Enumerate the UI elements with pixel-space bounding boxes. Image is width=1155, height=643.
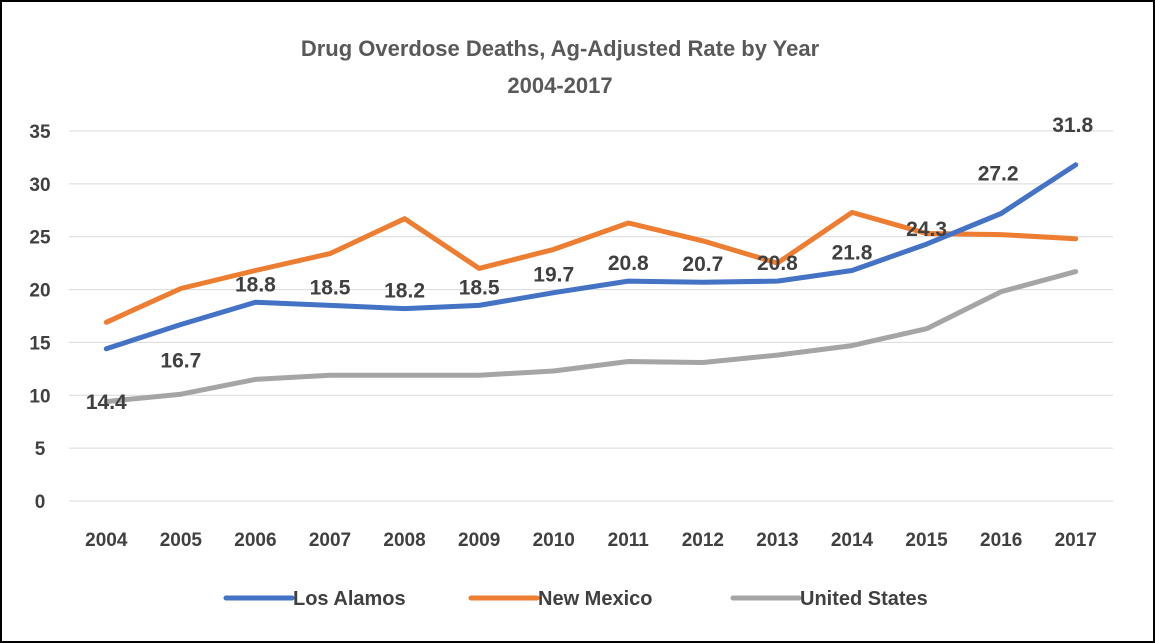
data-label: 18.8 [235,273,276,296]
x-tick-label: 2005 [160,530,203,551]
data-label: 24.3 [906,218,947,241]
x-tick-label: 2010 [533,530,575,551]
legend-label: Los Alamos [293,588,406,610]
y-tick-label: 30 [29,175,50,196]
series-lines [103,162,1079,405]
x-axis-ticks: 2004 2005 2006 2007 2008 2009 2010 2011 2012 2013… [85,530,1097,551]
series-line-los-alamos [103,162,1079,352]
y-tick-label: 35 [29,122,51,143]
y-tick-label: 0 [35,492,46,513]
data-label: 19.7 [533,264,574,287]
y-tick-label: 20 [29,281,50,302]
data-label: 27.2 [978,162,1019,185]
legend: Los Alamos New Mexico United States [223,588,928,610]
x-tick-label: 2011 [608,530,650,551]
x-tick-label: 2017 [1055,530,1097,551]
data-label: 21.8 [832,242,873,265]
y-tick-label: 5 [35,439,46,460]
legend-label: New Mexico [538,588,652,610]
y-tick-label: 10 [29,386,50,407]
data-labels: 14.4 16.7 18.8 18.5 18.2 18.5 19.7 20.8 20.7 20.8… [86,114,1094,414]
chart-subtitle: 2004-2017 [507,73,612,98]
x-tick-label: 2007 [309,530,351,551]
y-axis-ticks: 0 5 10 15 20 25 30 35 [29,122,51,513]
data-label: 18.5 [310,276,351,299]
series-line-new-mexico [103,209,1079,325]
y-tick-label: 15 [29,333,51,354]
x-tick-label: 2013 [756,530,798,551]
x-tick-label: 2006 [234,530,276,551]
data-label: 16.7 [160,349,201,372]
x-tick-label: 2015 [905,530,948,551]
data-label: 14.4 [86,391,127,414]
data-label: 18.2 [384,280,425,303]
x-tick-label: 2004 [85,530,128,551]
series-line-united-states [103,269,1079,405]
x-tick-label: 2012 [682,530,724,551]
data-label: 20.7 [682,253,723,276]
x-tick-label: 2008 [383,530,425,551]
chart-title: Drug Overdose Deaths, Ag-Adjusted Rate b… [301,36,820,61]
legend-label: United States [800,588,928,610]
data-label: 20.8 [608,252,649,275]
y-tick-label: 25 [29,228,51,249]
x-tick-label: 2016 [980,530,1022,551]
x-tick-label: 2014 [831,530,874,551]
x-tick-label: 2009 [458,530,500,551]
data-label: 18.5 [459,276,500,299]
data-label: 20.8 [757,252,798,275]
data-label: 31.8 [1052,114,1093,137]
